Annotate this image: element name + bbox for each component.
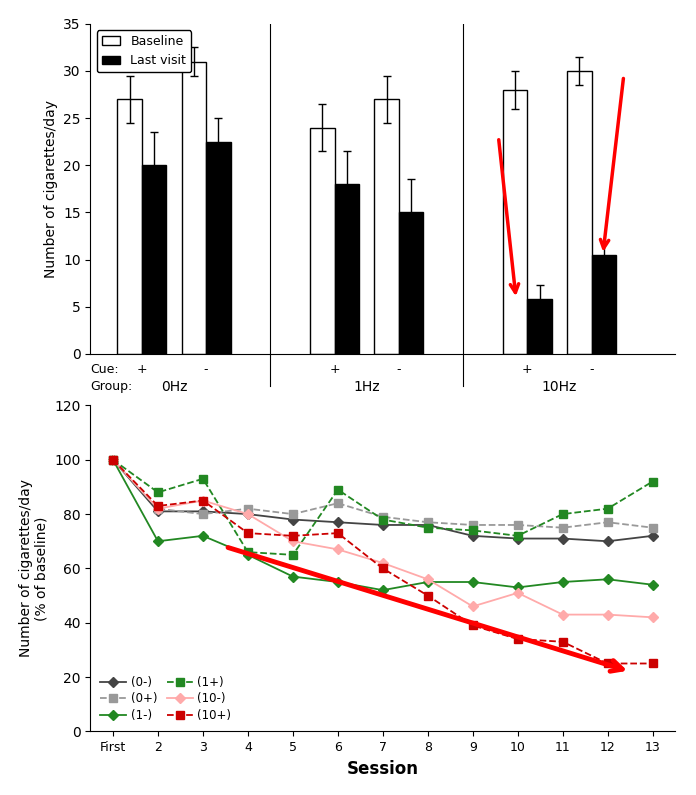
Bar [142, 165, 166, 354]
Text: Cue:: Cue: [90, 363, 119, 376]
Bar [374, 99, 399, 354]
Text: 1Hz: 1Hz [354, 380, 380, 394]
Bar [310, 127, 335, 354]
Bar [503, 90, 528, 354]
Text: -: - [397, 363, 401, 376]
Y-axis label: Number of cigarettes/day
(% of baseline): Number of cigarettes/day (% of baseline) [19, 479, 49, 657]
Text: +: + [329, 363, 340, 376]
X-axis label: Session: Session [347, 760, 419, 778]
Y-axis label: Number of cigarettes/day: Number of cigarettes/day [44, 100, 58, 277]
Bar [528, 299, 552, 354]
Bar [567, 71, 592, 354]
Bar [335, 184, 359, 354]
Bar [206, 142, 230, 354]
Text: 0Hz: 0Hz [161, 380, 187, 394]
Text: Group:: Group: [90, 380, 133, 393]
Legend: Baseline, Last visit: Baseline, Last visit [97, 30, 191, 72]
Bar [182, 61, 206, 354]
Bar [118, 99, 142, 354]
Bar [592, 254, 616, 354]
Legend: (0-), (0+), (1-), (1+), (10-), (10+): (0-), (0+), (1-), (1+), (10-), (10+) [96, 673, 235, 726]
Text: +: + [522, 363, 532, 376]
Text: -: - [204, 363, 208, 376]
Text: 10Hz: 10Hz [541, 380, 577, 394]
Text: -: - [590, 363, 594, 376]
Text: +: + [136, 363, 147, 376]
Bar [399, 212, 423, 354]
